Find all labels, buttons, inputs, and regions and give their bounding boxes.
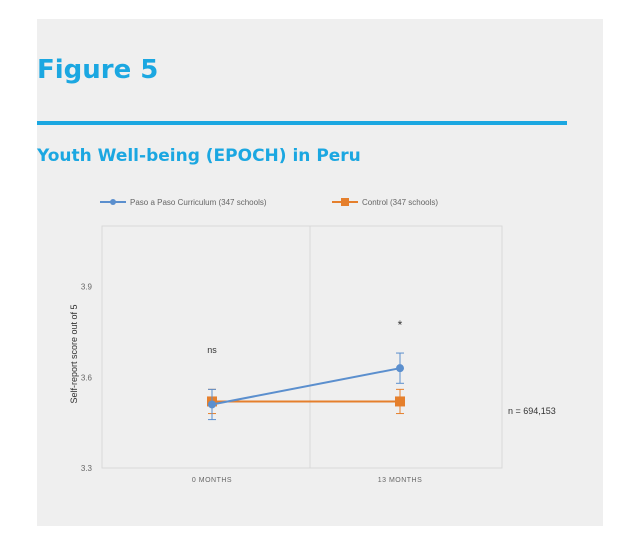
series-line <box>211 367 401 406</box>
title-divider <box>37 121 567 125</box>
x-tick-label: 0 MONTHS <box>192 477 232 484</box>
figure-title: Figure 5 <box>37 55 159 85</box>
legend: Paso a Paso Curriculum (347 schools) Con… <box>100 198 438 207</box>
annotation-significance: * <box>398 318 403 332</box>
y-tick-label: 3.3 <box>81 464 93 473</box>
line-chart: Paso a Paso Curriculum (347 schools) Con… <box>69 198 556 484</box>
annotation-ns: ns <box>207 345 217 355</box>
chart-subtitle: Youth Well-being (EPOCH) in Peru <box>37 146 361 166</box>
annotation-sample-size: n = 694,153 <box>508 406 556 416</box>
plot-frame <box>101 225 503 469</box>
data-point <box>396 364 404 373</box>
y-tick-labels: 3.3 3.6 3.9 <box>81 283 93 474</box>
data-point <box>395 396 405 407</box>
figure-panel <box>37 19 603 526</box>
series-layer <box>207 352 405 421</box>
legend-label-paso: Paso a Paso Curriculum (347 schools) <box>130 198 267 207</box>
y-axis-label: Self-report score out of 5 <box>69 304 79 403</box>
y-tick-label: 3.9 <box>81 283 93 292</box>
y-tick-label: 3.6 <box>81 373 93 382</box>
x-tick-labels: 0 MONTHS 13 MONTHS <box>192 477 422 484</box>
x-tick-label: 13 MONTHS <box>378 477 423 484</box>
data-point <box>208 400 216 409</box>
legend-label-control: Control (347 schools) <box>362 198 438 207</box>
legend-marker-control <box>341 198 349 206</box>
chart-container: Paso a Paso Curriculum (347 schools) Con… <box>62 184 602 504</box>
legend-marker-paso <box>110 199 116 205</box>
